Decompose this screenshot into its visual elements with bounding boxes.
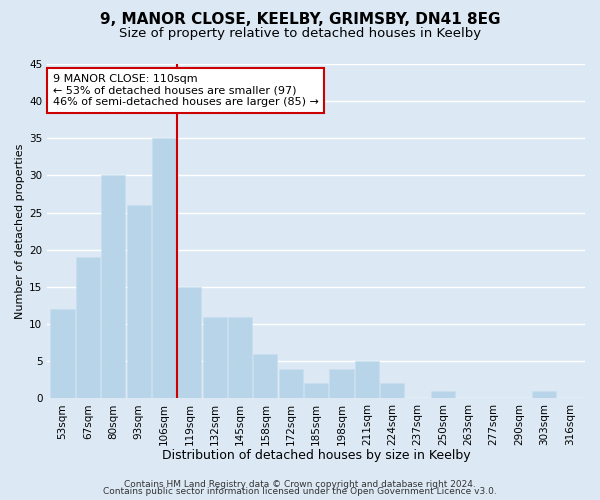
Text: Contains public sector information licensed under the Open Government Licence v3: Contains public sector information licen… [103, 487, 497, 496]
X-axis label: Distribution of detached houses by size in Keelby: Distribution of detached houses by size … [162, 450, 470, 462]
Bar [532, 391, 556, 398]
Bar [76, 257, 100, 398]
Text: Size of property relative to detached houses in Keelby: Size of property relative to detached ho… [119, 28, 481, 40]
Bar [152, 138, 176, 398]
Text: 9 MANOR CLOSE: 110sqm
← 53% of detached houses are smaller (97)
46% of semi-deta: 9 MANOR CLOSE: 110sqm ← 53% of detached … [53, 74, 319, 107]
Bar [127, 205, 151, 398]
Bar [101, 176, 125, 398]
Bar [50, 309, 74, 398]
Y-axis label: Number of detached properties: Number of detached properties [15, 144, 25, 319]
Bar [304, 384, 328, 398]
Bar [329, 368, 353, 398]
Bar [203, 316, 227, 398]
Text: Contains HM Land Registry data © Crown copyright and database right 2024.: Contains HM Land Registry data © Crown c… [124, 480, 476, 489]
Bar [355, 361, 379, 399]
Bar [431, 391, 455, 398]
Text: 9, MANOR CLOSE, KEELBY, GRIMSBY, DN41 8EG: 9, MANOR CLOSE, KEELBY, GRIMSBY, DN41 8E… [100, 12, 500, 28]
Bar [253, 354, 277, 399]
Bar [228, 316, 252, 398]
Bar [279, 368, 303, 398]
Bar [177, 287, 202, 399]
Bar [380, 384, 404, 398]
